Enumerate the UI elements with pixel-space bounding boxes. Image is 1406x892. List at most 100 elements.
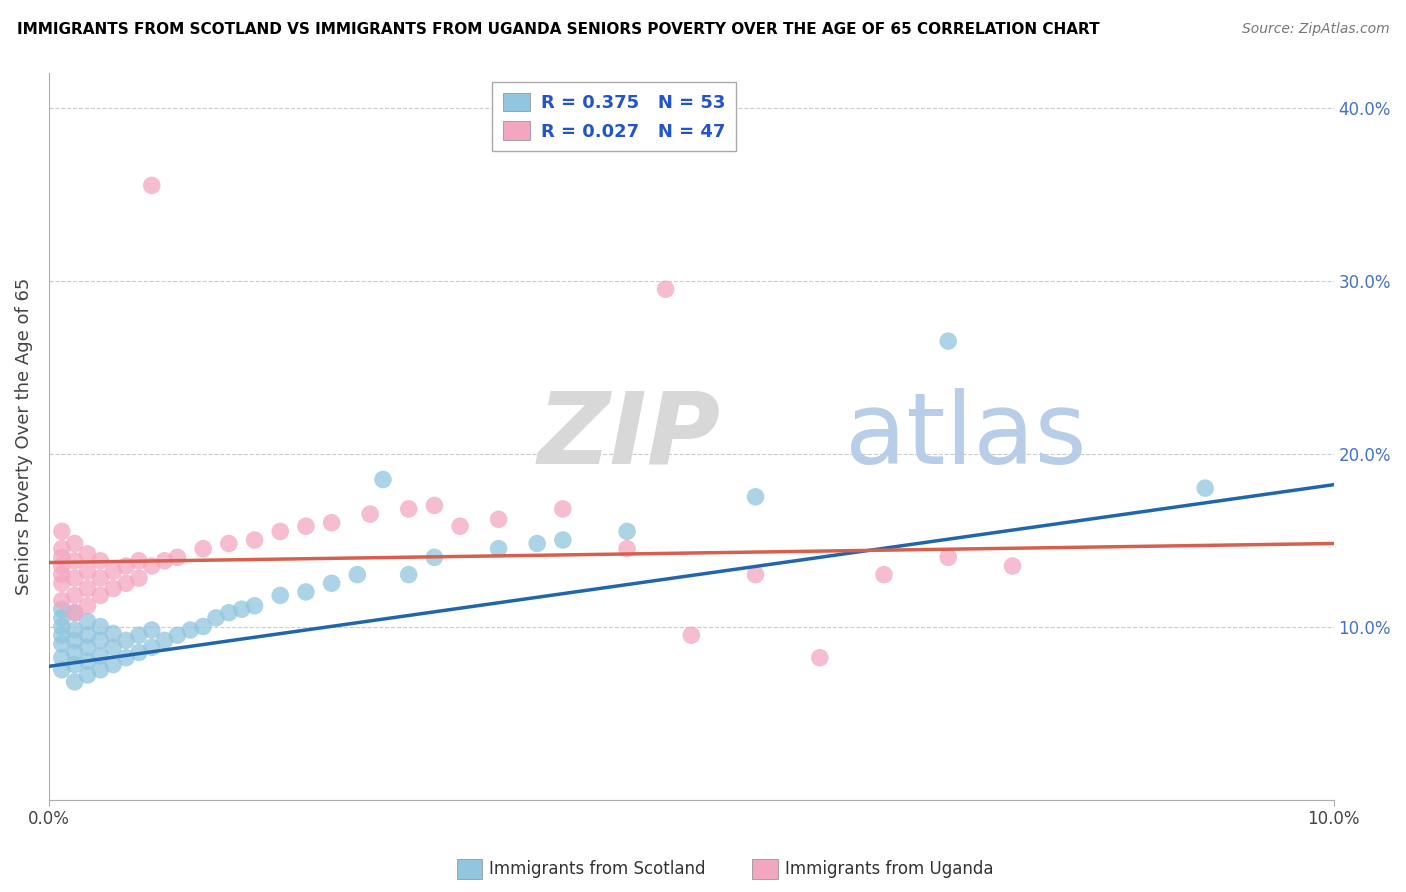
- Point: [218, 536, 240, 550]
- Point: [89, 588, 111, 602]
- Point: [115, 576, 138, 591]
- Point: [128, 628, 150, 642]
- Point: [551, 533, 574, 547]
- Point: [398, 502, 420, 516]
- Text: atlas: atlas: [845, 388, 1087, 484]
- Point: [89, 648, 111, 663]
- Point: [76, 582, 98, 596]
- Point: [103, 626, 125, 640]
- Point: [359, 507, 381, 521]
- Point: [346, 567, 368, 582]
- Point: [51, 637, 73, 651]
- Text: ZIP: ZIP: [537, 388, 720, 484]
- Point: [63, 606, 86, 620]
- Point: [744, 567, 766, 582]
- Point: [191, 541, 214, 556]
- Y-axis label: Seniors Poverty Over the Age of 65: Seniors Poverty Over the Age of 65: [15, 277, 32, 595]
- Point: [488, 512, 510, 526]
- Point: [51, 619, 73, 633]
- Legend: R = 0.375   N = 53, R = 0.027   N = 47: R = 0.375 N = 53, R = 0.027 N = 47: [492, 82, 737, 152]
- Point: [76, 654, 98, 668]
- Point: [551, 502, 574, 516]
- Point: [141, 640, 163, 655]
- Point: [616, 524, 638, 539]
- Point: [76, 564, 98, 578]
- Point: [51, 602, 73, 616]
- Point: [321, 516, 343, 530]
- Point: [51, 593, 73, 607]
- Point: [269, 524, 291, 539]
- Point: [744, 490, 766, 504]
- Point: [51, 576, 73, 591]
- Point: [141, 559, 163, 574]
- Point: [63, 674, 86, 689]
- Point: [808, 650, 831, 665]
- Point: [51, 567, 73, 582]
- Point: [681, 628, 703, 642]
- Point: [51, 524, 73, 539]
- Point: [141, 178, 163, 193]
- Point: [63, 645, 86, 659]
- Point: [936, 334, 959, 348]
- Point: [51, 550, 73, 565]
- Point: [423, 550, 446, 565]
- Point: [89, 663, 111, 677]
- Point: [63, 588, 86, 602]
- Point: [76, 599, 98, 613]
- Point: [1001, 559, 1024, 574]
- Text: IMMIGRANTS FROM SCOTLAND VS IMMIGRANTS FROM UGANDA SENIORS POVERTY OVER THE AGE : IMMIGRANTS FROM SCOTLAND VS IMMIGRANTS F…: [17, 22, 1099, 37]
- Point: [115, 650, 138, 665]
- Point: [63, 657, 86, 672]
- Point: [179, 623, 201, 637]
- Point: [63, 633, 86, 648]
- Text: Immigrants from Scotland: Immigrants from Scotland: [489, 860, 706, 878]
- Point: [218, 606, 240, 620]
- Point: [63, 606, 86, 620]
- Point: [231, 602, 253, 616]
- Point: [166, 628, 188, 642]
- Point: [243, 599, 266, 613]
- Point: [103, 640, 125, 655]
- Point: [89, 619, 111, 633]
- Point: [76, 547, 98, 561]
- Point: [654, 282, 676, 296]
- Point: [103, 582, 125, 596]
- Point: [295, 519, 318, 533]
- Point: [51, 611, 73, 625]
- Point: [76, 640, 98, 655]
- Point: [371, 473, 394, 487]
- Point: [76, 628, 98, 642]
- Point: [51, 663, 73, 677]
- Point: [295, 585, 318, 599]
- Point: [616, 541, 638, 556]
- Point: [449, 519, 471, 533]
- Point: [873, 567, 896, 582]
- Point: [103, 657, 125, 672]
- Point: [526, 536, 548, 550]
- Point: [269, 588, 291, 602]
- Point: [936, 550, 959, 565]
- Point: [51, 650, 73, 665]
- Point: [63, 536, 86, 550]
- Point: [51, 628, 73, 642]
- Point: [1194, 481, 1216, 495]
- Point: [153, 633, 176, 648]
- Point: [153, 554, 176, 568]
- Point: [128, 645, 150, 659]
- Point: [115, 559, 138, 574]
- Point: [243, 533, 266, 547]
- Point: [423, 499, 446, 513]
- Point: [76, 615, 98, 629]
- Point: [398, 567, 420, 582]
- Point: [141, 623, 163, 637]
- Point: [205, 611, 228, 625]
- Text: Source: ZipAtlas.com: Source: ZipAtlas.com: [1241, 22, 1389, 37]
- Point: [89, 554, 111, 568]
- Point: [76, 668, 98, 682]
- Point: [166, 550, 188, 565]
- Point: [115, 633, 138, 648]
- Point: [63, 623, 86, 637]
- Point: [128, 554, 150, 568]
- Point: [128, 571, 150, 585]
- Point: [89, 633, 111, 648]
